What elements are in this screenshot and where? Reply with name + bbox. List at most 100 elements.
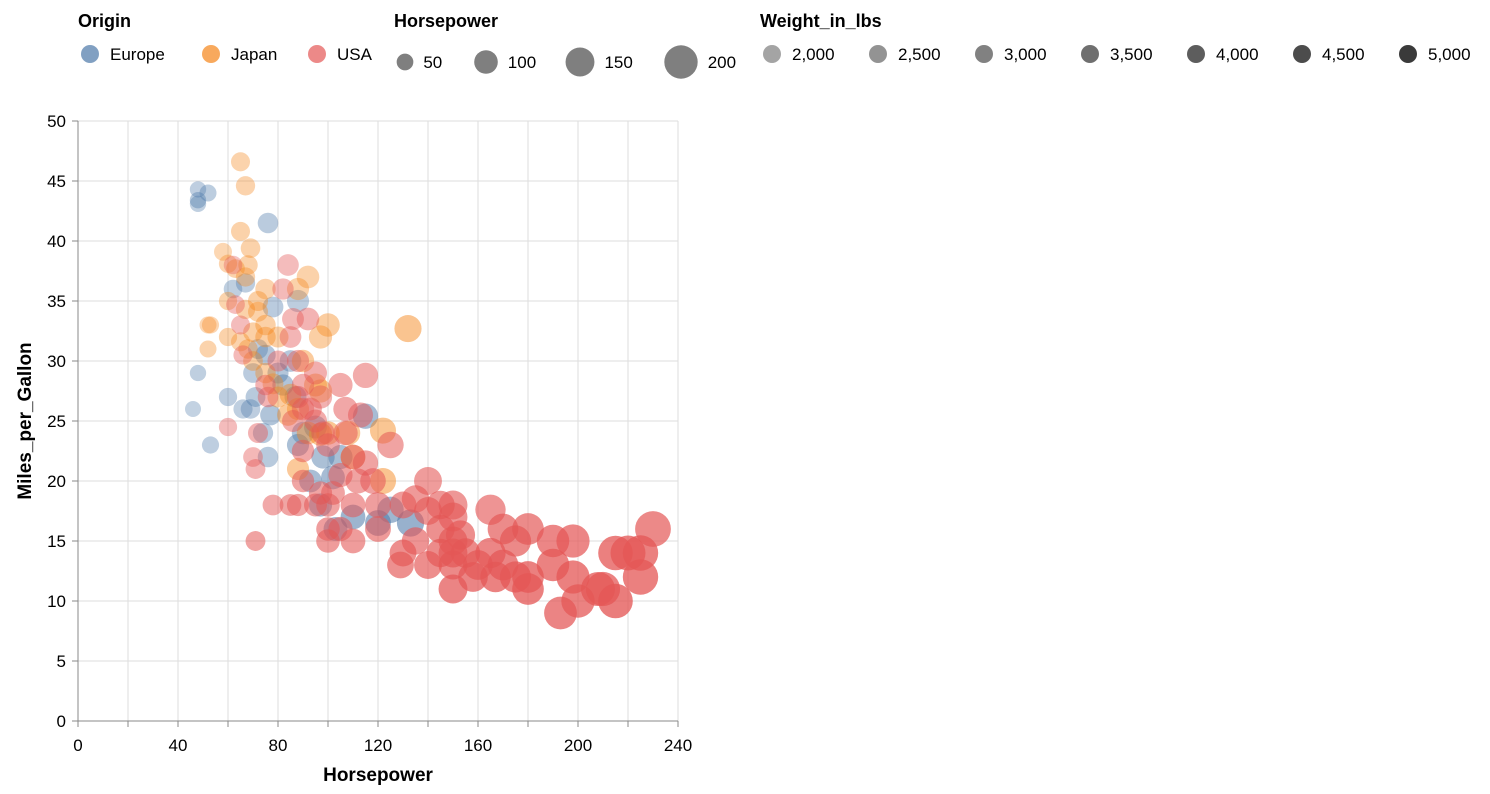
point-usa — [282, 410, 304, 432]
point-europe — [243, 363, 263, 383]
legend-size-50 — [396, 53, 414, 71]
point-usa — [622, 559, 659, 595]
legend-opacity-2500 — [869, 45, 887, 63]
point-japan — [308, 379, 333, 403]
x-tick-label: 200 — [564, 736, 592, 755]
point-europe — [267, 362, 289, 384]
point-japan — [218, 254, 238, 273]
point-japan — [199, 340, 217, 358]
point-europe — [240, 399, 261, 419]
point-usa — [426, 490, 455, 520]
point-usa — [296, 307, 320, 331]
point-europe — [262, 296, 284, 318]
legend-swatch-japan — [202, 45, 220, 63]
point-japan — [230, 221, 251, 241]
point-usa — [282, 308, 304, 330]
x-tick-label: 120 — [364, 736, 392, 755]
point-europe — [257, 446, 279, 468]
point-usa — [352, 362, 379, 389]
y-tick-label: 35 — [47, 292, 66, 311]
point-usa — [512, 513, 544, 545]
point-europe — [257, 212, 279, 234]
x-axis-title: Horsepower — [323, 765, 433, 786]
y-tick-label: 25 — [47, 412, 66, 431]
point-usa — [291, 469, 315, 493]
point-japan — [303, 373, 328, 397]
point-usa — [347, 402, 374, 428]
point-usa — [218, 417, 238, 437]
legend-opacity-4500 — [1293, 45, 1311, 63]
point-usa — [291, 373, 315, 397]
point-japan — [255, 326, 276, 348]
point-japan — [255, 362, 276, 384]
point-japan — [235, 299, 256, 320]
legend-swatch-usa — [308, 45, 326, 63]
point-usa — [308, 385, 333, 409]
legend-opacity-label-2500: 2,500 — [898, 45, 941, 64]
point-usa — [333, 420, 358, 446]
point-japan — [394, 315, 422, 343]
y-tick-label: 5 — [57, 652, 66, 671]
x-tick-label: 80 — [269, 736, 288, 755]
point-europe — [189, 181, 207, 198]
y-tick-label: 0 — [57, 712, 66, 731]
point-japan — [277, 404, 299, 426]
legend-title-horsepower: Horsepower — [394, 11, 498, 31]
point-usa — [272, 278, 294, 300]
point-japan — [238, 255, 258, 275]
series-japan — [199, 152, 422, 495]
legend-size-label-200: 200 — [708, 53, 736, 72]
point-japan — [255, 278, 276, 300]
point-usa — [245, 531, 266, 551]
point-europe — [255, 344, 276, 366]
legend-label-usa: USA — [337, 45, 373, 64]
point-europe — [291, 421, 315, 445]
point-europe — [233, 399, 253, 419]
point-europe — [223, 279, 243, 299]
point-usa — [377, 431, 404, 459]
legend-opacity-4000 — [1187, 45, 1205, 63]
point-europe — [245, 387, 266, 407]
point-japan — [262, 373, 284, 395]
point-europe — [247, 338, 269, 360]
legend-size-label-50: 50 — [423, 53, 442, 72]
legend-size-label-100: 100 — [508, 53, 536, 72]
legend-title-origin: Origin — [78, 11, 131, 31]
legend-opacity-2000 — [763, 45, 781, 63]
legend-opacity-label-4000: 4,000 — [1216, 45, 1259, 64]
point-usa — [286, 493, 310, 517]
point-europe — [201, 436, 220, 454]
point-japan — [199, 316, 217, 334]
point-usa — [556, 524, 590, 558]
y-tick-label: 20 — [47, 472, 66, 491]
point-japan — [286, 397, 310, 421]
point-japan — [235, 176, 256, 196]
point-usa — [340, 528, 366, 554]
legend-label-europe: Europe — [110, 45, 165, 64]
point-usa — [401, 485, 430, 513]
point-usa — [286, 349, 310, 373]
point-usa — [230, 315, 251, 335]
point-europe — [235, 273, 256, 293]
point-japan — [247, 301, 269, 322]
point-europe — [218, 387, 238, 407]
y-tick-label: 45 — [47, 172, 66, 191]
point-usa — [226, 295, 245, 314]
point-japan — [230, 332, 251, 352]
y-axis-title: Miles_per_Gallon — [15, 342, 36, 499]
point-japan — [214, 242, 232, 261]
y-tick-label: 10 — [47, 592, 66, 611]
point-usa — [255, 374, 276, 396]
point-japan — [230, 152, 251, 172]
data-points — [184, 152, 671, 630]
legend-opacity-label-2000: 2,000 — [792, 45, 835, 64]
point-europe — [260, 404, 281, 426]
point-europe — [286, 289, 310, 313]
legend-area: Origin Europe Japan USA Horsepower 50 100 150 20… — [78, 11, 1471, 79]
point-usa — [598, 583, 633, 619]
point-usa — [247, 422, 269, 444]
point-usa — [245, 459, 266, 479]
y-tick-label: 30 — [47, 352, 66, 371]
point-usa — [233, 345, 253, 365]
